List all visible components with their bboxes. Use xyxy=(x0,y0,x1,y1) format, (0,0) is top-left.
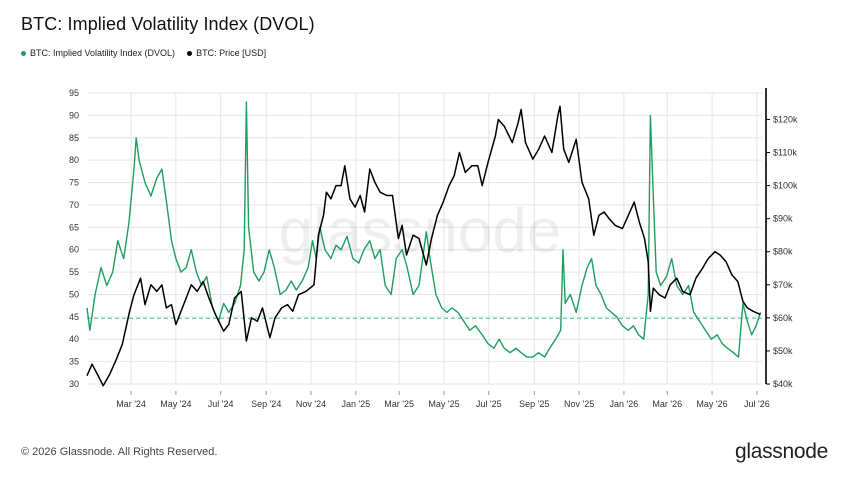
y-left-tick-label: 80 xyxy=(69,155,79,165)
y-left-tick-label: 85 xyxy=(69,133,79,143)
y-right-tick-label: $80k xyxy=(773,247,793,257)
x-tick-label: May '25 xyxy=(428,399,459,409)
y-left-tick-label: 90 xyxy=(69,110,79,120)
x-tick-label: Jan '26 xyxy=(610,399,639,409)
y-right-tick-label: $70k xyxy=(773,280,793,290)
y-left-tick-label: 45 xyxy=(69,312,79,322)
legend-item-dvol[interactable]: BTC: Implied Volatility Index (DVOL) xyxy=(21,48,175,58)
watermark: glassnode xyxy=(279,197,562,266)
series-dvol xyxy=(86,101,762,358)
series-line-price xyxy=(86,105,761,387)
y-left-tick-label: 40 xyxy=(69,334,79,344)
legend-dot-price xyxy=(187,50,193,56)
copyright-text: © 2026 Glassnode. All Rights Reserved. xyxy=(21,446,218,458)
y-right-tick-label: $100k xyxy=(773,181,798,191)
y-right-tick-label: $50k xyxy=(773,346,793,356)
y-left-tick-label: 30 xyxy=(69,379,79,389)
x-tick-label: Jan '25 xyxy=(341,399,370,409)
x-tick-label: May '26 xyxy=(696,399,727,409)
y-left-tick-label: 35 xyxy=(69,357,79,367)
y-left-tick-label: 95 xyxy=(69,88,79,98)
series-price xyxy=(86,105,761,387)
brand-logo: glassnode xyxy=(734,440,828,463)
y-left-tick-label: 55 xyxy=(69,267,79,277)
y-left-tick-label: 50 xyxy=(69,289,79,299)
legend-label-dvol: BTC: Implied Volatility Index (DVOL) xyxy=(30,48,176,58)
y-right-tick-label: $120k xyxy=(773,114,798,124)
x-axis: Mar '24 May '24 Jul '24 Sep '24 Nov '24 Jan '… xyxy=(116,391,770,409)
x-tick-label: Mar '26 xyxy=(652,399,682,409)
y-left-tick-label: 70 xyxy=(69,200,79,210)
legend-label-price: BTC: Price [USD] xyxy=(196,48,267,58)
y-right-tick-label: $60k xyxy=(773,313,793,323)
y-axis-right: $40k $50k $60k $70k $80k $90k $100k $110k $120k xyxy=(766,114,798,389)
x-tick-label: Jul '25 xyxy=(476,399,502,409)
y-left-tick-label: 65 xyxy=(69,222,79,232)
x-tick-label: Nov '25 xyxy=(564,399,594,409)
y-left-tick-label: 75 xyxy=(69,178,79,188)
y-right-tick-label: $40k xyxy=(773,379,793,389)
legend-item-price[interactable]: BTC: Price [USD] xyxy=(187,48,266,58)
y-right-tick-label: $90k xyxy=(773,214,793,224)
y-left-tick-label: 60 xyxy=(69,245,79,255)
x-tick-label: Jul '26 xyxy=(744,399,770,409)
legend: BTC: Implied Volatility Index (DVOL) BTC… xyxy=(21,48,266,58)
x-tick-label: Mar '25 xyxy=(384,399,414,409)
y-axis-left: 30 35 40 45 50 55 60 65 70 75 80 85 90 95 xyxy=(69,88,79,389)
x-tick-label: May '24 xyxy=(160,399,191,409)
x-tick-label: Jul '24 xyxy=(208,399,234,409)
series-line-dvol xyxy=(86,101,762,358)
x-tick-label: Sep '25 xyxy=(519,399,549,409)
legend-dot-dvol xyxy=(21,50,26,56)
x-tick-label: Sep '24 xyxy=(251,399,281,409)
x-tick-label: Mar '24 xyxy=(116,399,146,409)
x-tick-label: Nov '24 xyxy=(296,399,326,409)
y-right-tick-label: $110k xyxy=(773,148,797,158)
chart-title: BTC: Implied Volatility Index (DVOL) xyxy=(21,14,315,34)
